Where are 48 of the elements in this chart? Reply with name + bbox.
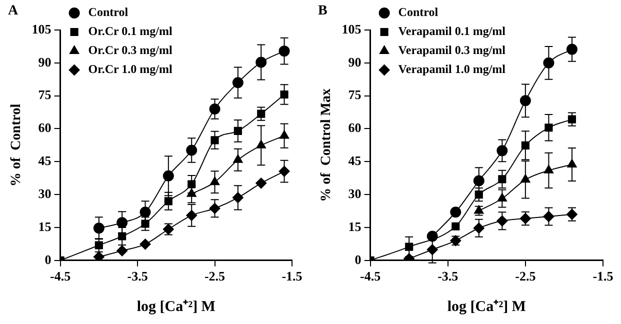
point: [93, 251, 104, 260]
y-tick-label: 105: [32, 21, 52, 36]
y-tick-label: 15: [348, 218, 362, 234]
point: [162, 170, 174, 182]
y-tick-label: 15: [38, 218, 52, 234]
x-tick-label: -1.5: [592, 268, 614, 284]
x-axis-title: log [Ca⁺²] M: [447, 298, 526, 315]
x-tick-label: -4.5: [50, 268, 72, 284]
legend-label: Control: [398, 5, 439, 20]
y-tick-label: 105: [342, 21, 362, 36]
legend-label: Verapamil 0.3 mg/ml: [398, 43, 506, 58]
y-tick-label: 0: [354, 252, 362, 267]
y-tick-label: 30: [38, 186, 52, 201]
y-tick-label: 45: [38, 153, 52, 168]
y-tick-label: 90: [348, 54, 362, 70]
y-tick-label: 0: [44, 252, 52, 267]
y-tick-label: 75: [38, 87, 52, 102]
y-tick-label: 60: [38, 120, 52, 136]
x-tick-label: -2.5: [515, 268, 536, 284]
x-tick-label: -2.5: [204, 268, 226, 284]
x-tick-label: -3.5: [438, 268, 459, 284]
legend-label: Verapamil 0.1 mg/ml: [398, 24, 506, 38]
point: [256, 178, 267, 189]
point: [280, 90, 288, 99]
legend-label: Or.Cr 1.0 mg/ml: [88, 62, 173, 76]
legend-label: Or.Cr 0.3 mg/ml: [88, 43, 173, 58]
legend-label: Verapamil 1.0 mg/ml: [398, 62, 506, 76]
y-tick-label: 45: [348, 153, 362, 168]
y-tick-label: 75: [348, 87, 362, 102]
point: [496, 145, 508, 156]
x-axis-title: log [Ca⁺²] M: [136, 298, 216, 315]
x-tick-label: -3.5: [127, 268, 148, 284]
legend-label: Control: [88, 5, 129, 20]
y-axis-title: % of Control: [9, 104, 24, 186]
point: [116, 245, 128, 256]
y-tick-label: 60: [348, 120, 362, 136]
y-tick-label: 90: [38, 54, 52, 70]
y-axis-title: % of Control Max: [319, 88, 334, 202]
point: [210, 136, 219, 144]
legend-label: Or.Cr 0.1 mg/ml: [88, 24, 173, 38]
point: [452, 222, 460, 230]
chart-title: B: [318, 4, 328, 19]
chart-title: A: [8, 4, 19, 19]
point: [140, 238, 151, 250]
y-tick-label: 30: [348, 186, 362, 201]
x-tick-label: -1.5: [282, 268, 303, 284]
x-tick-label: -4.5: [360, 268, 382, 284]
point: [450, 206, 462, 218]
